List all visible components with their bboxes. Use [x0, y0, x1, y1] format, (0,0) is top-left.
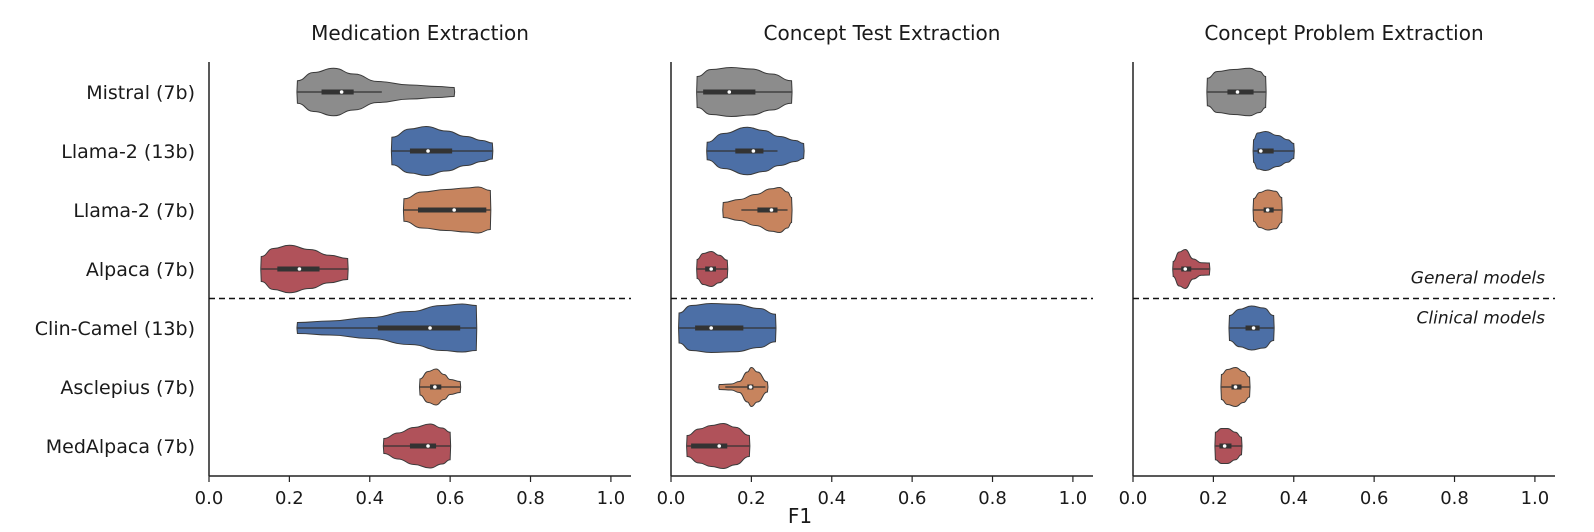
category-label: Mistral (7b)	[86, 82, 195, 104]
x-tick-label: 0.8	[516, 488, 545, 509]
x-tick-label: 0.4	[355, 488, 384, 509]
x-tick-label: 0.2	[1199, 488, 1228, 509]
x-axis-label: F1	[788, 504, 812, 528]
violin-median	[1259, 149, 1263, 153]
violin-median	[452, 208, 456, 212]
x-tick-label: 0.4	[817, 488, 846, 509]
x-tick-label: 0.4	[1279, 488, 1308, 509]
violin-median	[717, 444, 722, 448]
violin-median	[1235, 90, 1240, 94]
panel-title: Medication Extraction	[311, 21, 529, 45]
violin-median	[769, 208, 774, 212]
violin-iqr	[1257, 148, 1274, 154]
category-label: Asclepius (7b)	[60, 377, 195, 399]
violin-median	[1222, 444, 1227, 448]
panel-title: Concept Test Extraction	[764, 21, 1001, 45]
violin-iqr	[735, 148, 764, 154]
violin-median	[433, 385, 437, 389]
violin-median	[727, 90, 732, 94]
violin-median	[428, 326, 432, 330]
category-label: Alpaca (7b)	[86, 259, 195, 281]
violin-iqr	[757, 207, 778, 213]
panel: Concept Problem Extraction 0.0 0.2 0.4 0.6 0.…	[1119, 21, 1555, 509]
violin-median	[751, 149, 756, 153]
x-tick-label: 0.0	[1119, 488, 1148, 509]
violin-median	[709, 326, 713, 330]
category-label: Llama-2 (7b)	[73, 200, 195, 222]
clinical-models-label: Clinical models	[1417, 309, 1546, 329]
violin-iqr	[321, 89, 354, 95]
category-label: MedAlpaca (7b)	[46, 436, 195, 458]
violin-median	[709, 267, 713, 271]
violin-median	[748, 385, 753, 389]
violin-iqr	[417, 207, 487, 213]
x-tick-label: 0.6	[436, 488, 465, 509]
category-labels: Mistral (7b) Llama-2 (13b) Llama-2 (7b) Alp…	[35, 82, 195, 458]
violin-iqr	[377, 325, 461, 331]
violin-median	[1233, 385, 1238, 389]
x-tick-label: 0.6	[1360, 488, 1389, 509]
x-tick-label: 0.8	[1440, 488, 1469, 509]
x-tick-label: 0.2	[737, 488, 766, 509]
x-tick-label: 0.8	[978, 488, 1007, 509]
violin-median	[426, 149, 430, 153]
violin-iqr	[409, 443, 437, 449]
x-tick-label: 0.0	[657, 488, 686, 509]
violin-median	[339, 90, 344, 94]
violin-iqr	[695, 325, 744, 331]
violin-iqr	[691, 443, 728, 449]
x-tick-label: 1.0	[1059, 488, 1088, 509]
violin-median	[426, 444, 430, 448]
x-tick-label: 1.0	[597, 488, 626, 509]
x-tick-label: 1.0	[1521, 488, 1550, 509]
violin-iqr	[409, 148, 453, 154]
violin-median	[1183, 267, 1188, 271]
category-label: Clin-Camel (13b)	[35, 318, 195, 340]
x-tick-label: 0.0	[195, 488, 224, 509]
panel-title: Concept Problem Extraction	[1204, 21, 1483, 45]
panel: Concept Test Extraction 0.0 0.2 0.4 0.6 0.8 1.…	[657, 21, 1093, 509]
general-models-label: General models	[1411, 269, 1545, 289]
panel: Medication Extraction 0.0 0.2 0.4 0.6 0.8 1.0	[195, 21, 631, 509]
violin-iqr	[1227, 89, 1254, 95]
violin-median	[1251, 326, 1256, 330]
x-tick-label: 0.2	[275, 488, 304, 509]
violin-median	[1265, 208, 1270, 212]
category-label: Llama-2 (13b)	[61, 141, 195, 163]
violin-median	[297, 267, 302, 271]
x-tick-label: 0.6	[898, 488, 927, 509]
